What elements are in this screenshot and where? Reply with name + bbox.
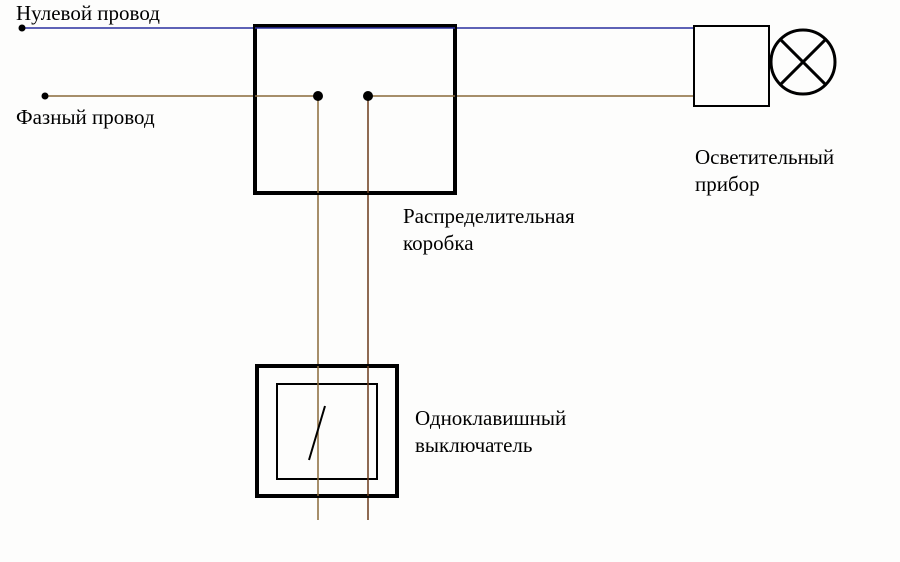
phase-wire-endpoint [42,93,49,100]
junction-node-2 [363,91,373,101]
lamp-box [694,26,769,106]
single-key-switch-label: Одноклавишный выключатель [415,405,566,460]
junction-node-1 [313,91,323,101]
wiring-diagram [0,0,900,562]
lamp-icon [771,30,835,94]
neutral-wire-label: Нулевой провод [16,0,160,27]
phase-wire-label: Фазный провод [16,104,155,131]
junction-box-label: Распределительная коробка [403,203,575,258]
junction-box [255,26,455,193]
lighting-device-label: Осветительный прибор [695,144,834,199]
